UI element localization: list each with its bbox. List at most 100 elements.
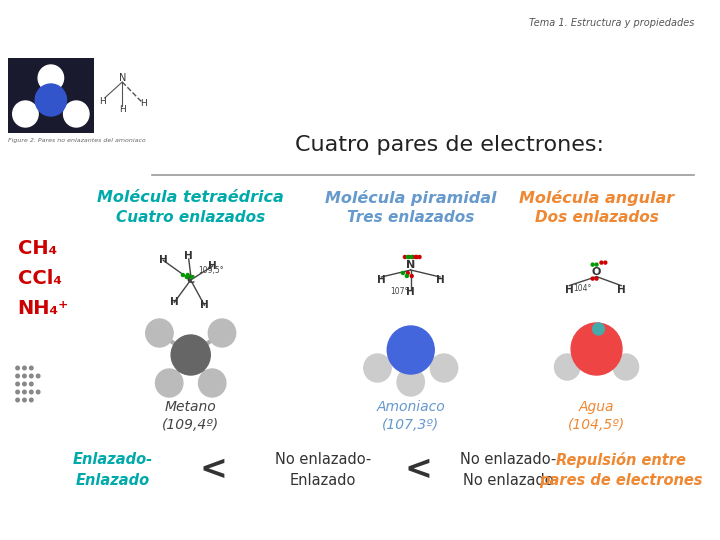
Text: 104°: 104° — [574, 284, 592, 293]
Circle shape — [414, 255, 417, 259]
Circle shape — [37, 390, 40, 394]
Text: H: H — [184, 251, 193, 261]
Text: <: < — [199, 454, 227, 487]
Circle shape — [604, 261, 607, 264]
Circle shape — [397, 368, 424, 396]
Circle shape — [405, 274, 408, 278]
Text: Amoniaco: Amoniaco — [377, 400, 445, 414]
Circle shape — [30, 374, 33, 378]
Circle shape — [410, 255, 413, 259]
Text: H: H — [200, 300, 209, 310]
Circle shape — [23, 398, 26, 402]
FancyBboxPatch shape — [8, 58, 94, 133]
Text: H: H — [119, 105, 125, 113]
Text: (107,3º): (107,3º) — [382, 418, 439, 432]
Circle shape — [613, 354, 639, 380]
Circle shape — [35, 84, 66, 116]
Circle shape — [403, 255, 406, 259]
Text: 109,5°: 109,5° — [199, 266, 224, 274]
Text: Molécula piramidal: Molécula piramidal — [325, 190, 497, 206]
Circle shape — [23, 390, 26, 394]
Circle shape — [30, 398, 33, 402]
Text: H: H — [170, 298, 179, 307]
Text: N: N — [406, 260, 415, 270]
Circle shape — [63, 101, 89, 127]
Circle shape — [595, 263, 598, 266]
Circle shape — [16, 390, 19, 394]
Circle shape — [30, 382, 33, 386]
Circle shape — [591, 277, 594, 280]
Circle shape — [16, 366, 19, 370]
Circle shape — [185, 275, 188, 279]
Text: N: N — [119, 73, 126, 83]
Text: NH₄⁺: NH₄⁺ — [17, 299, 69, 318]
Circle shape — [190, 275, 193, 279]
Text: 107°: 107° — [390, 287, 408, 296]
Circle shape — [387, 326, 434, 374]
Circle shape — [171, 335, 210, 375]
Circle shape — [402, 272, 405, 274]
Circle shape — [431, 354, 458, 382]
Circle shape — [37, 374, 40, 378]
Text: H: H — [140, 99, 147, 109]
Circle shape — [408, 255, 410, 259]
Circle shape — [406, 272, 409, 274]
Circle shape — [208, 319, 235, 347]
Text: Repulsión entre
pares de electrones: Repulsión entre pares de electrones — [539, 451, 703, 489]
Text: Tres enlazados: Tres enlazados — [347, 211, 474, 226]
Circle shape — [23, 366, 26, 370]
Circle shape — [571, 323, 622, 375]
Text: H: H — [159, 255, 168, 265]
Circle shape — [30, 366, 33, 370]
Circle shape — [411, 255, 414, 259]
Circle shape — [418, 255, 421, 259]
Circle shape — [410, 274, 413, 278]
Text: (109,4º): (109,4º) — [162, 418, 220, 432]
Circle shape — [30, 390, 33, 394]
Text: CCl₄: CCl₄ — [17, 268, 62, 287]
Text: Figure 2. Pares no enlazantes del amoniaco: Figure 2. Pares no enlazantes del amonia… — [8, 138, 145, 143]
Circle shape — [591, 263, 594, 266]
Text: O: O — [592, 267, 601, 276]
Text: H: H — [406, 287, 415, 297]
Circle shape — [364, 354, 391, 382]
Text: H: H — [377, 275, 386, 285]
Text: (104,5º): (104,5º) — [568, 418, 625, 432]
Text: <: < — [405, 454, 433, 487]
Text: Cuatro enlazados: Cuatro enlazados — [116, 211, 266, 226]
Text: Molécula angular: Molécula angular — [519, 190, 674, 206]
Circle shape — [595, 277, 598, 280]
Text: H: H — [617, 285, 626, 295]
Text: No enlazado-
No enlazado: No enlazado- No enlazado — [460, 452, 557, 488]
Text: H: H — [564, 285, 574, 295]
Circle shape — [600, 261, 603, 264]
Text: Metano: Metano — [165, 400, 217, 414]
Text: Cuatro pares de electrones:: Cuatro pares de electrones: — [295, 135, 604, 155]
Text: Tema 1. Estructura y propiedades: Tema 1. Estructura y propiedades — [529, 18, 694, 28]
Text: Dos enlazados: Dos enlazados — [535, 211, 659, 226]
Circle shape — [16, 382, 19, 386]
Text: H: H — [436, 275, 444, 285]
Circle shape — [16, 374, 19, 378]
Circle shape — [406, 255, 409, 259]
Text: H: H — [208, 261, 217, 271]
Circle shape — [415, 255, 418, 259]
Circle shape — [593, 323, 604, 335]
Circle shape — [181, 273, 184, 276]
Circle shape — [554, 354, 580, 380]
Circle shape — [13, 101, 38, 127]
Text: No enlazado-
Enlazado: No enlazado- Enlazado — [274, 452, 371, 488]
Circle shape — [145, 319, 173, 347]
Circle shape — [186, 273, 189, 276]
Circle shape — [199, 369, 226, 397]
Text: Molécula tetraédrica: Molécula tetraédrica — [97, 191, 284, 206]
Circle shape — [23, 382, 26, 386]
Text: Agua: Agua — [579, 400, 614, 414]
Circle shape — [16, 398, 19, 402]
Circle shape — [156, 369, 183, 397]
Text: CH₄: CH₄ — [17, 239, 57, 258]
Circle shape — [23, 374, 26, 378]
Text: Enlazado-
Enlazado: Enlazado- Enlazado — [72, 452, 153, 488]
Circle shape — [38, 65, 63, 91]
Text: H: H — [99, 97, 106, 105]
